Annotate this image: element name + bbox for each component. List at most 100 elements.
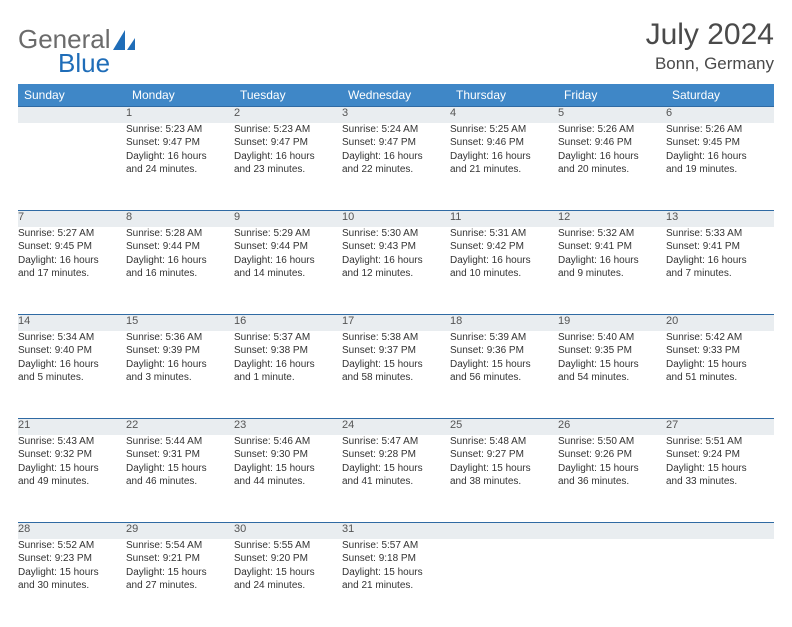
month-title: July 2024 xyxy=(646,18,774,52)
daylight-line-2: and 12 minutes. xyxy=(342,267,450,281)
day-cell: Sunrise: 5:46 AMSunset: 9:30 PMDaylight:… xyxy=(234,435,342,523)
day-number xyxy=(558,523,666,539)
sunrise-line: Sunrise: 5:36 AM xyxy=(126,331,234,345)
day-cell: Sunrise: 5:55 AMSunset: 9:20 PMDaylight:… xyxy=(234,539,342,627)
sunrise-line: Sunrise: 5:55 AM xyxy=(234,539,342,553)
daylight-line-2: and 49 minutes. xyxy=(18,475,126,489)
sunset-line: Sunset: 9:28 PM xyxy=(342,448,450,462)
calendar-page: General July 2024 Bonn, Germany Blue Sun… xyxy=(0,0,792,627)
sunset-line: Sunset: 9:44 PM xyxy=(126,240,234,254)
week-body-row: Sunrise: 5:27 AMSunset: 9:45 PMDaylight:… xyxy=(18,227,774,315)
sunset-line: Sunset: 9:37 PM xyxy=(342,344,450,358)
sunrise-line: Sunrise: 5:24 AM xyxy=(342,123,450,137)
daylight-line-1: Daylight: 16 hours xyxy=(558,254,666,268)
week-num-row: 21222324252627 xyxy=(18,419,774,435)
day-cell: Sunrise: 5:47 AMSunset: 9:28 PMDaylight:… xyxy=(342,435,450,523)
day-number: 7 xyxy=(18,211,126,227)
daylight-line-2: and 23 minutes. xyxy=(234,163,342,177)
day-number: 24 xyxy=(342,419,450,435)
sunrise-line: Sunrise: 5:26 AM xyxy=(666,123,774,137)
daylight-line-1: Daylight: 16 hours xyxy=(558,150,666,164)
week-body-row: Sunrise: 5:34 AMSunset: 9:40 PMDaylight:… xyxy=(18,331,774,419)
day-number: 29 xyxy=(126,523,234,539)
daylight-line-1: Daylight: 16 hours xyxy=(126,254,234,268)
daylight-line-1: Daylight: 15 hours xyxy=(126,462,234,476)
sunset-line: Sunset: 9:39 PM xyxy=(126,344,234,358)
day-cell: Sunrise: 5:43 AMSunset: 9:32 PMDaylight:… xyxy=(18,435,126,523)
day-number: 30 xyxy=(234,523,342,539)
day-cell: Sunrise: 5:44 AMSunset: 9:31 PMDaylight:… xyxy=(126,435,234,523)
daylight-line-1: Daylight: 15 hours xyxy=(450,358,558,372)
day-cell: Sunrise: 5:57 AMSunset: 9:18 PMDaylight:… xyxy=(342,539,450,627)
sunset-line: Sunset: 9:26 PM xyxy=(558,448,666,462)
day-number: 16 xyxy=(234,315,342,331)
daylight-line-2: and 33 minutes. xyxy=(666,475,774,489)
sunrise-line: Sunrise: 5:42 AM xyxy=(666,331,774,345)
day-number: 31 xyxy=(342,523,450,539)
sunrise-line: Sunrise: 5:31 AM xyxy=(450,227,558,241)
sunset-line: Sunset: 9:41 PM xyxy=(666,240,774,254)
day-cell: Sunrise: 5:27 AMSunset: 9:45 PMDaylight:… xyxy=(18,227,126,315)
day-cell: Sunrise: 5:48 AMSunset: 9:27 PMDaylight:… xyxy=(450,435,558,523)
day-cell: Sunrise: 5:28 AMSunset: 9:44 PMDaylight:… xyxy=(126,227,234,315)
sunset-line: Sunset: 9:40 PM xyxy=(18,344,126,358)
day-number: 26 xyxy=(558,419,666,435)
daylight-line-2: and 22 minutes. xyxy=(342,163,450,177)
daylight-line-1: Daylight: 16 hours xyxy=(342,150,450,164)
sunset-line: Sunset: 9:18 PM xyxy=(342,552,450,566)
day-cell: Sunrise: 5:36 AMSunset: 9:39 PMDaylight:… xyxy=(126,331,234,419)
sunrise-line: Sunrise: 5:47 AM xyxy=(342,435,450,449)
sunset-line: Sunset: 9:44 PM xyxy=(234,240,342,254)
day-cell: Sunrise: 5:52 AMSunset: 9:23 PMDaylight:… xyxy=(18,539,126,627)
daylight-line-2: and 21 minutes. xyxy=(342,579,450,593)
sunrise-line: Sunrise: 5:54 AM xyxy=(126,539,234,553)
day-number: 22 xyxy=(126,419,234,435)
sunset-line: Sunset: 9:46 PM xyxy=(558,136,666,150)
day-number: 10 xyxy=(342,211,450,227)
calendar-head: Sunday Monday Tuesday Wednesday Thursday… xyxy=(18,84,774,107)
sunrise-line: Sunrise: 5:28 AM xyxy=(126,227,234,241)
day-number: 1 xyxy=(126,107,234,123)
day-number: 8 xyxy=(126,211,234,227)
day-number: 3 xyxy=(342,107,450,123)
sunset-line: Sunset: 9:30 PM xyxy=(234,448,342,462)
calendar-table: Sunday Monday Tuesday Wednesday Thursday… xyxy=(18,84,774,627)
daylight-line-2: and 36 minutes. xyxy=(558,475,666,489)
sunrise-line: Sunrise: 5:37 AM xyxy=(234,331,342,345)
daylight-line-1: Daylight: 15 hours xyxy=(126,566,234,580)
week-body-row: Sunrise: 5:52 AMSunset: 9:23 PMDaylight:… xyxy=(18,539,774,627)
daylight-line-1: Daylight: 16 hours xyxy=(234,358,342,372)
sunset-line: Sunset: 9:35 PM xyxy=(558,344,666,358)
daylight-line-1: Daylight: 15 hours xyxy=(234,566,342,580)
week-body-row: Sunrise: 5:23 AMSunset: 9:47 PMDaylight:… xyxy=(18,123,774,211)
day-cell: Sunrise: 5:50 AMSunset: 9:26 PMDaylight:… xyxy=(558,435,666,523)
sunset-line: Sunset: 9:45 PM xyxy=(666,136,774,150)
day-cell: Sunrise: 5:29 AMSunset: 9:44 PMDaylight:… xyxy=(234,227,342,315)
daylight-line-2: and 17 minutes. xyxy=(18,267,126,281)
daylight-line-1: Daylight: 15 hours xyxy=(234,462,342,476)
brand-text-blue: Blue xyxy=(58,48,110,79)
sunset-line: Sunset: 9:24 PM xyxy=(666,448,774,462)
dayhead-tuesday: Tuesday xyxy=(234,84,342,107)
day-cell: Sunrise: 5:42 AMSunset: 9:33 PMDaylight:… xyxy=(666,331,774,419)
day-number: 18 xyxy=(450,315,558,331)
sunset-line: Sunset: 9:21 PM xyxy=(126,552,234,566)
day-number: 6 xyxy=(666,107,774,123)
sunset-line: Sunset: 9:23 PM xyxy=(18,552,126,566)
sunrise-line: Sunrise: 5:32 AM xyxy=(558,227,666,241)
daylight-line-2: and 27 minutes. xyxy=(126,579,234,593)
sunrise-line: Sunrise: 5:48 AM xyxy=(450,435,558,449)
day-number: 20 xyxy=(666,315,774,331)
day-cell: Sunrise: 5:30 AMSunset: 9:43 PMDaylight:… xyxy=(342,227,450,315)
daylight-line-1: Daylight: 15 hours xyxy=(666,462,774,476)
daylight-line-2: and 24 minutes. xyxy=(126,163,234,177)
day-number: 11 xyxy=(450,211,558,227)
sunrise-line: Sunrise: 5:40 AM xyxy=(558,331,666,345)
day-number: 14 xyxy=(18,315,126,331)
daylight-line-2: and 30 minutes. xyxy=(18,579,126,593)
location-label: Bonn, Germany xyxy=(646,54,774,74)
day-cell: Sunrise: 5:33 AMSunset: 9:41 PMDaylight:… xyxy=(666,227,774,315)
daylight-line-1: Daylight: 15 hours xyxy=(558,358,666,372)
day-cell: Sunrise: 5:31 AMSunset: 9:42 PMDaylight:… xyxy=(450,227,558,315)
calendar-body: 123456Sunrise: 5:23 AMSunset: 9:47 PMDay… xyxy=(18,107,774,627)
